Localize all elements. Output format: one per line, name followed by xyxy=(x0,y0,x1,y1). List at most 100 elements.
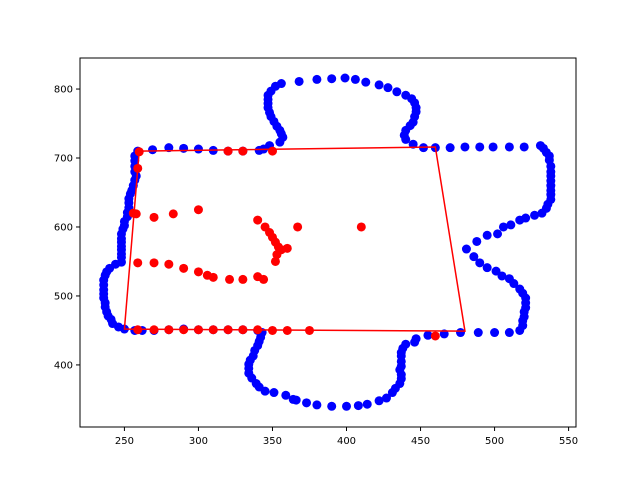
blue-point xyxy=(491,266,501,276)
blue-point xyxy=(327,401,337,411)
red-point xyxy=(267,146,277,156)
blue-point xyxy=(254,145,264,155)
blue-point xyxy=(281,390,291,400)
blue-point xyxy=(275,137,285,147)
x-tick-label: 500 xyxy=(485,436,504,447)
x-tick-label: 450 xyxy=(411,436,430,447)
red-point xyxy=(304,325,314,335)
blue-point xyxy=(475,142,485,152)
red-point xyxy=(253,325,263,335)
blue-point xyxy=(193,144,203,154)
red-point xyxy=(253,215,263,225)
blue-point xyxy=(515,284,525,294)
blue-point xyxy=(530,210,540,220)
x-tick-label: 250 xyxy=(115,436,134,447)
red-point xyxy=(259,274,269,284)
y-tick-label: 800 xyxy=(54,85,73,96)
red-point xyxy=(430,331,440,341)
blue-point xyxy=(498,222,508,232)
blue-point xyxy=(504,328,514,338)
blue-point xyxy=(482,230,492,240)
blue-point xyxy=(521,213,531,223)
red-point xyxy=(282,243,292,253)
red-series xyxy=(128,146,440,341)
red-point xyxy=(223,325,233,335)
blue-point xyxy=(473,328,483,338)
red-point xyxy=(149,212,159,222)
x-tick-label: 400 xyxy=(337,436,356,447)
blue-point xyxy=(445,143,455,153)
blue-point xyxy=(506,220,516,230)
blue-point xyxy=(504,142,514,152)
red-point xyxy=(193,267,203,277)
red-point xyxy=(131,209,141,219)
blue-point xyxy=(374,80,384,90)
red-point xyxy=(356,222,366,232)
red-point xyxy=(238,146,248,156)
red-point xyxy=(179,325,189,335)
blue-point xyxy=(408,139,418,149)
blue-point xyxy=(456,328,466,338)
red-point xyxy=(223,146,233,156)
red-point xyxy=(272,250,282,260)
blue-point xyxy=(411,334,421,344)
red-point xyxy=(179,263,189,273)
blue-point xyxy=(381,393,391,403)
blue-point xyxy=(535,141,545,151)
blue-point xyxy=(294,76,304,86)
x-axis: 250 300 350 400 450 500 550 xyxy=(115,427,578,447)
blue-point xyxy=(475,258,485,268)
blue-point xyxy=(374,396,384,406)
blue-point xyxy=(340,73,350,83)
x-tick-label: 300 xyxy=(189,436,208,447)
red-point xyxy=(193,325,203,335)
red-point xyxy=(164,325,174,335)
blue-point xyxy=(461,244,471,254)
blue-point xyxy=(472,236,482,246)
axes-frame xyxy=(79,57,577,428)
blue-point xyxy=(493,229,503,239)
red-point xyxy=(238,325,248,335)
red-point xyxy=(134,147,144,157)
blue-point xyxy=(504,274,514,284)
y-tick-label: 500 xyxy=(54,291,73,302)
y-tick-label: 700 xyxy=(54,154,73,165)
red-point xyxy=(168,209,178,219)
blue-point xyxy=(469,252,479,262)
blue-point xyxy=(490,328,500,338)
blue-point xyxy=(342,401,352,411)
blue-point xyxy=(350,74,360,84)
red-point xyxy=(133,258,143,268)
blue-series xyxy=(99,73,556,411)
blue-point xyxy=(260,386,270,396)
blue-point xyxy=(179,143,189,153)
red-point xyxy=(133,163,143,173)
blue-point xyxy=(401,90,411,100)
red-point xyxy=(149,325,159,335)
x-tick-label: 550 xyxy=(559,436,578,447)
blue-point xyxy=(392,87,402,97)
red-point xyxy=(133,325,143,335)
blue-point xyxy=(164,143,174,153)
blue-point xyxy=(113,322,123,332)
red-point xyxy=(225,274,235,284)
y-tick-label: 600 xyxy=(54,222,73,233)
red-point xyxy=(208,272,218,282)
red-point xyxy=(164,259,174,269)
red-polygon-outline xyxy=(123,146,466,332)
blue-point xyxy=(383,83,393,93)
y-axis: 400 500 600 700 800 xyxy=(54,85,80,371)
red-point xyxy=(270,256,280,266)
blue-point xyxy=(327,74,337,84)
red-point xyxy=(238,274,248,284)
red-point xyxy=(293,222,303,232)
blue-point xyxy=(460,142,470,152)
red-point xyxy=(208,325,218,335)
blue-point xyxy=(488,142,498,152)
blue-point xyxy=(353,401,363,411)
blue-point xyxy=(362,399,372,409)
red-point xyxy=(282,325,292,335)
blue-point xyxy=(423,330,433,340)
blue-point xyxy=(312,400,322,410)
